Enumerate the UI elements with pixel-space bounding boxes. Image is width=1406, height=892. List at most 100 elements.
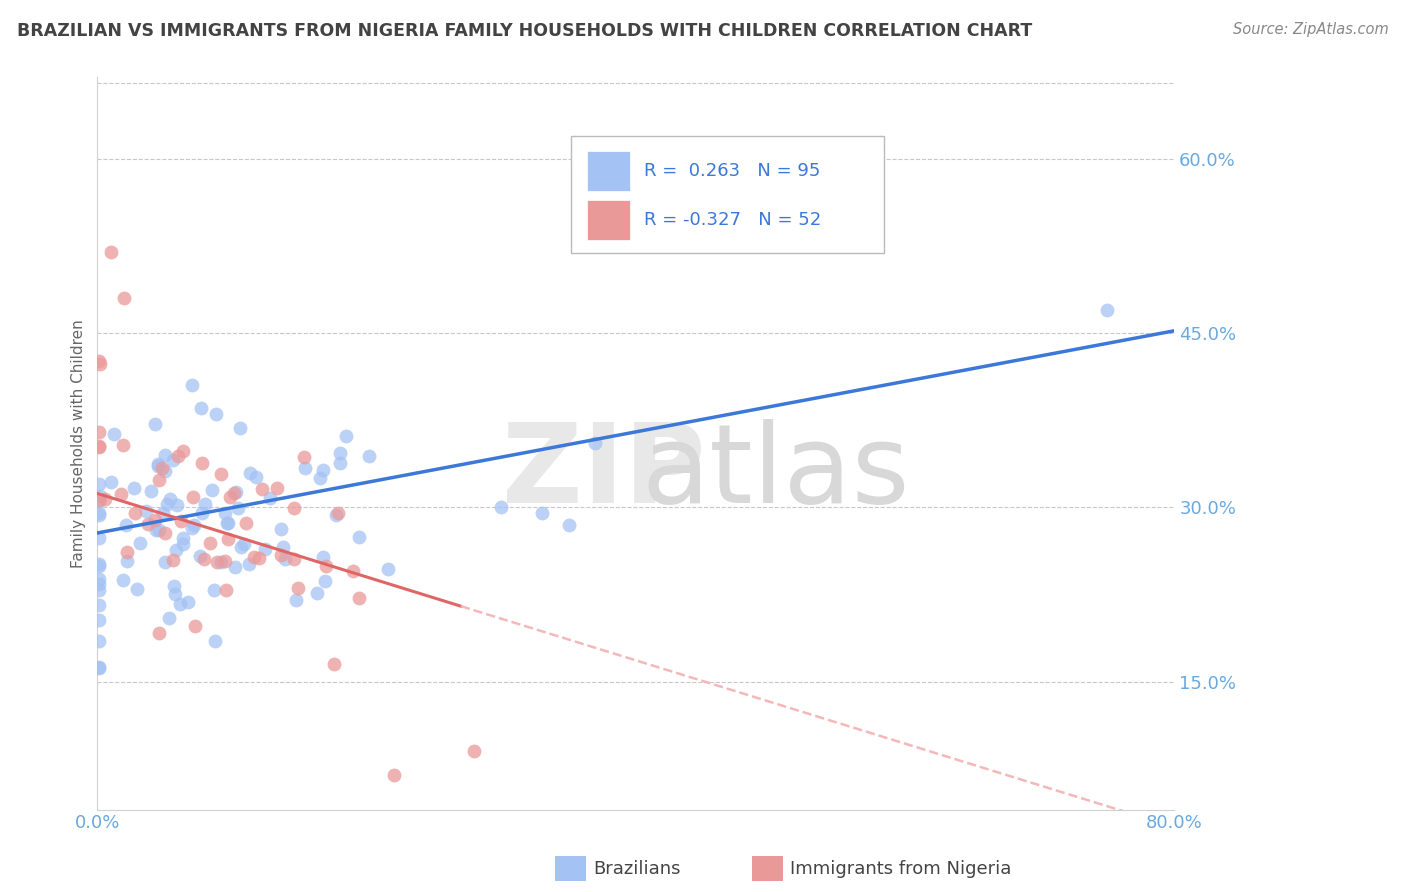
Point [292,450,315,464]
Point [193,552,215,566]
Point [110,487,132,501]
Point [162,452,184,467]
Point [87,598,110,612]
Point [224,560,246,574]
Point [239,466,262,480]
Point [285,592,308,607]
Point [87,582,110,597]
Text: R = -0.327   N = 52: R = -0.327 N = 52 [644,211,821,229]
Point [162,553,184,567]
Point [153,526,176,541]
Point [329,446,352,460]
Bar [588,200,630,240]
Text: Brazilians: Brazilians [593,860,681,878]
Text: ZIP: ZIP [502,419,706,526]
Point [135,503,157,517]
Point [87,660,110,674]
Point [190,401,212,416]
Point [87,633,110,648]
Point [136,516,159,531]
Point [254,541,277,556]
Point [87,353,110,368]
Point [139,483,162,498]
Point [205,555,228,569]
Point [222,485,245,500]
Point [325,508,347,522]
Point [100,475,122,489]
Point [245,469,267,483]
Point [209,467,232,481]
Point [190,549,212,563]
FancyBboxPatch shape [571,136,883,253]
Point [87,477,110,491]
Point [194,497,217,511]
Point [214,506,236,520]
Point [163,587,186,601]
Text: BRAZILIAN VS IMMIGRANTS FROM NIGERIA FAMILY HOUSEHOLDS WITH CHILDREN CORRELATION: BRAZILIAN VS IMMIGRANTS FROM NIGERIA FAM… [17,22,1032,40]
Point [87,438,110,452]
Point [128,536,150,550]
Point [335,428,357,442]
Point [153,555,176,569]
Point [233,537,256,551]
Point [307,586,329,600]
Point [159,491,181,506]
Point [165,543,187,558]
Point [94,492,117,507]
Point [238,558,260,572]
Point [155,449,177,463]
Point [315,558,337,573]
Point [377,562,399,576]
Point [87,506,110,520]
Point [217,516,239,530]
Point [225,485,247,500]
Point [172,444,194,458]
Point [87,661,110,675]
Point [314,574,336,588]
Point [103,427,125,442]
Point [180,378,202,392]
Point [170,514,193,528]
Point [283,501,305,516]
Point [124,507,146,521]
Point [250,482,273,496]
Point [270,548,292,562]
Point [347,591,370,606]
Point [148,625,170,640]
Point [311,549,333,564]
Point [200,536,222,550]
Point [530,506,553,520]
Point [111,573,134,587]
Point [382,767,405,781]
Point [87,440,110,454]
Point [204,633,226,648]
Point [202,582,225,597]
Point [312,463,335,477]
Point [181,490,204,504]
Point [115,554,138,568]
Point [87,558,110,572]
Point [585,436,607,450]
Point [176,595,198,609]
Point [166,498,188,512]
Point [87,425,110,439]
Point [100,244,122,259]
Point [163,579,186,593]
Point [214,554,236,568]
Point [87,493,110,508]
Point [87,531,110,545]
Point [235,516,257,531]
Point [143,417,166,431]
Point [87,577,110,591]
Point [308,471,330,485]
Point [87,558,110,573]
Point [228,500,250,515]
Point [1095,302,1118,317]
Point [217,516,239,531]
Point [204,407,226,421]
Point [172,532,194,546]
Point [287,581,309,595]
Point [148,473,170,487]
Text: Immigrants from Nigeria: Immigrants from Nigeria [790,860,1011,878]
Point [169,597,191,611]
